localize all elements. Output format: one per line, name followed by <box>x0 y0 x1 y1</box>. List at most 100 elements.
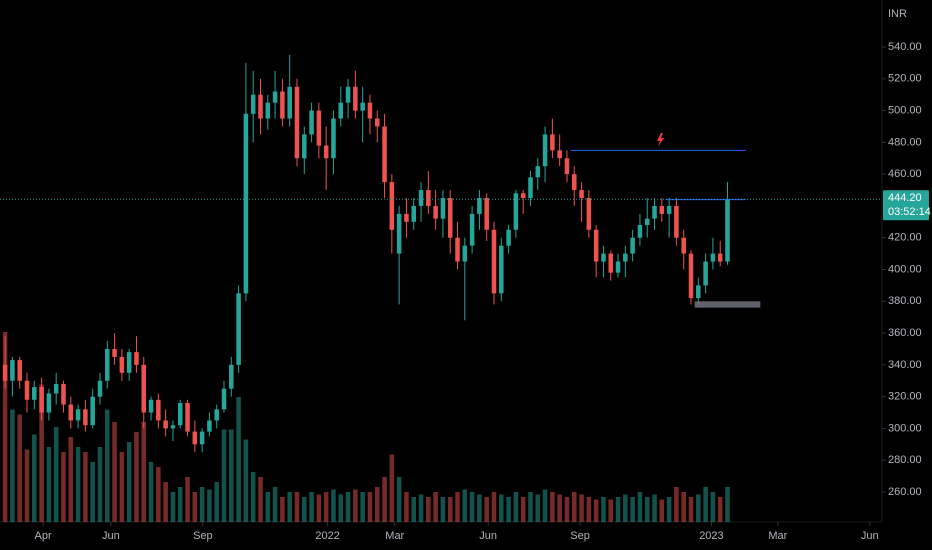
volume-bar <box>75 447 81 522</box>
candle-body <box>105 348 110 381</box>
volume-bar <box>10 409 15 522</box>
volume-bar <box>163 482 168 522</box>
candle-body <box>426 190 431 206</box>
candle-body <box>491 229 497 294</box>
volume-bar <box>265 492 271 522</box>
volume-bar <box>338 494 344 522</box>
volume-bar <box>236 397 241 522</box>
x-tick-label: Sep <box>193 530 213 542</box>
candle-body <box>550 134 555 151</box>
candle-body <box>477 197 482 214</box>
volume-bar <box>24 449 30 522</box>
volume-layer <box>2 332 730 522</box>
volume-bar <box>557 494 562 522</box>
volume-bar <box>148 462 154 522</box>
volume-bar <box>601 497 606 522</box>
candle-body <box>97 380 103 397</box>
candle-body <box>506 229 511 246</box>
candle-body <box>696 285 701 299</box>
currency-label: INR <box>888 8 907 20</box>
candle-body <box>287 86 292 119</box>
y-tick-label: 260.00 <box>888 486 922 498</box>
volume-bar <box>61 452 66 522</box>
volume-bar <box>134 432 139 522</box>
candle-body <box>46 393 52 413</box>
volume-bar <box>477 494 482 522</box>
volume-bar <box>360 492 365 522</box>
volume-bar <box>382 477 387 522</box>
candle-body <box>666 205 672 214</box>
volume-bar <box>83 452 88 522</box>
candle-body <box>674 205 679 238</box>
candle-body <box>338 102 344 119</box>
volume-bar <box>703 487 708 522</box>
y-tick-label: 460.00 <box>888 168 922 180</box>
volume-bar <box>652 494 657 522</box>
volume-bar <box>506 497 511 522</box>
volume-bar <box>623 494 628 522</box>
volume-bar <box>367 492 373 522</box>
candle-body <box>411 205 416 222</box>
candle-body <box>557 150 562 159</box>
volume-bar <box>374 487 380 522</box>
alert-icon <box>657 133 664 147</box>
x-tick-label: Sep <box>570 530 590 542</box>
candle-body <box>593 229 599 262</box>
volume-bar <box>119 452 125 522</box>
candle-body <box>294 86 300 159</box>
volume-bar <box>331 489 336 522</box>
candle-body <box>24 380 30 400</box>
candle-body <box>710 253 716 262</box>
candle-body <box>119 356 125 373</box>
volume-bar <box>250 472 256 522</box>
candle-body <box>90 396 95 426</box>
candle-body <box>652 205 657 219</box>
volume-bar <box>309 492 314 522</box>
candle-body <box>112 348 117 357</box>
volume-bar <box>426 497 431 522</box>
candle-body <box>199 431 205 445</box>
y-tick-label: 380.00 <box>888 295 922 307</box>
y-tick-label: 540.00 <box>888 41 922 53</box>
volume-bar <box>666 497 672 522</box>
y-tick-label: 340.00 <box>888 359 922 371</box>
volume-bar <box>68 437 74 522</box>
candle-body <box>170 425 176 429</box>
volume-bar <box>717 497 723 522</box>
volume-bar <box>156 467 161 522</box>
volume-bar <box>112 422 117 522</box>
volume-bar <box>17 414 22 522</box>
axes-layer: 260.00 280.00 300.00 320.00 340.00 360.00 380.… <box>34 41 930 542</box>
candle-body <box>608 253 614 273</box>
y-tick-label: 500.00 <box>888 105 922 117</box>
x-tick-label: Mar <box>768 530 787 542</box>
volume-bar <box>39 384 44 522</box>
volume-bar <box>105 409 110 522</box>
volume-bar <box>484 497 489 522</box>
candle-body <box>163 420 168 429</box>
y-tick-label: 400.00 <box>888 263 922 275</box>
candle-body <box>221 388 227 410</box>
candle-body <box>243 113 249 294</box>
volume-bar <box>294 492 300 522</box>
candle-body <box>360 102 365 111</box>
volume-bar <box>696 494 701 522</box>
candle-body <box>250 94 256 114</box>
candle-body <box>68 404 74 421</box>
volume-bar <box>345 492 351 522</box>
candle-body <box>382 126 387 183</box>
candle-body <box>148 399 154 413</box>
candle-body <box>192 431 198 445</box>
volume-bar <box>126 442 132 522</box>
candle-body <box>623 253 628 262</box>
candle-body <box>659 205 665 214</box>
candle-body <box>83 409 88 426</box>
candle-body <box>134 352 139 365</box>
candle-body <box>528 177 533 198</box>
countdown-label: 03:52:14 <box>888 206 931 218</box>
volume-bar <box>199 487 205 522</box>
volume-bar <box>258 477 263 522</box>
candle-body <box>579 190 584 198</box>
volume-bar <box>674 487 679 522</box>
